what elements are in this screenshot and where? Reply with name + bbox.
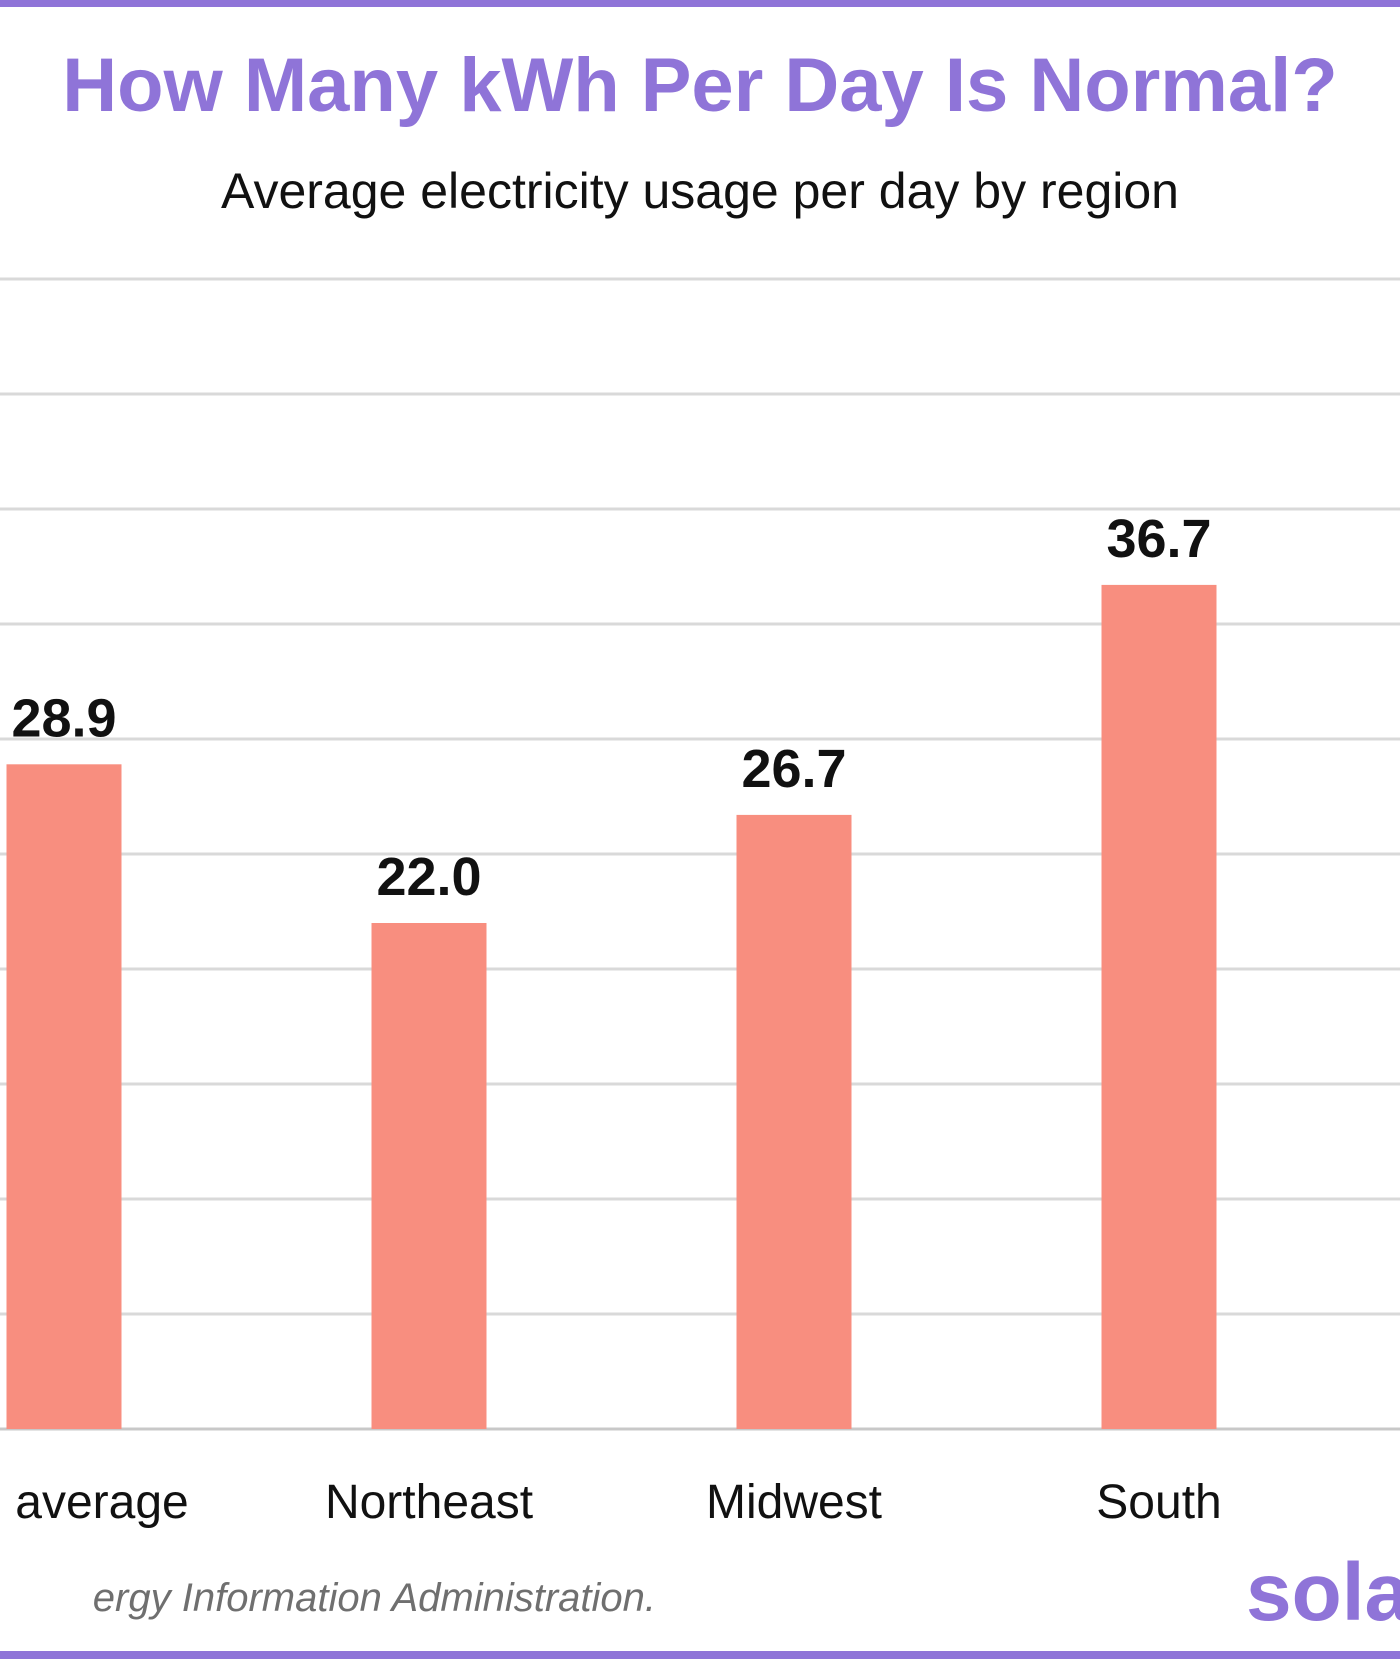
chart-subtitle: Average electricity usage per day by reg… bbox=[221, 163, 1179, 219]
category-label: Northeast bbox=[325, 1476, 533, 1529]
value-label: 28.9 bbox=[11, 688, 116, 748]
category-label: average bbox=[15, 1476, 188, 1529]
top-border bbox=[0, 0, 1400, 7]
value-label: 36.7 bbox=[1106, 509, 1211, 569]
source-note: ergy Information Administration. bbox=[92, 1576, 656, 1620]
chart-title: How Many kWh Per Day Is Normal? bbox=[62, 43, 1338, 128]
category-label: Midwest bbox=[706, 1476, 882, 1529]
bars bbox=[6, 584, 1217, 1429]
bar-average bbox=[6, 764, 122, 1429]
value-label: 26.7 bbox=[741, 739, 846, 799]
category-labels: average Northeast Midwest South bbox=[15, 1476, 1221, 1529]
category-label: South bbox=[1096, 1476, 1221, 1529]
brand-logo: sola bbox=[1246, 1552, 1400, 1634]
bottom-border bbox=[0, 1651, 1400, 1659]
bar-northeast bbox=[371, 923, 487, 1429]
bar-midwest bbox=[736, 814, 852, 1429]
value-labels: 28.9 22.0 26.7 36.7 bbox=[11, 509, 1211, 907]
bar-south bbox=[1101, 584, 1217, 1429]
value-label: 22.0 bbox=[376, 847, 481, 907]
